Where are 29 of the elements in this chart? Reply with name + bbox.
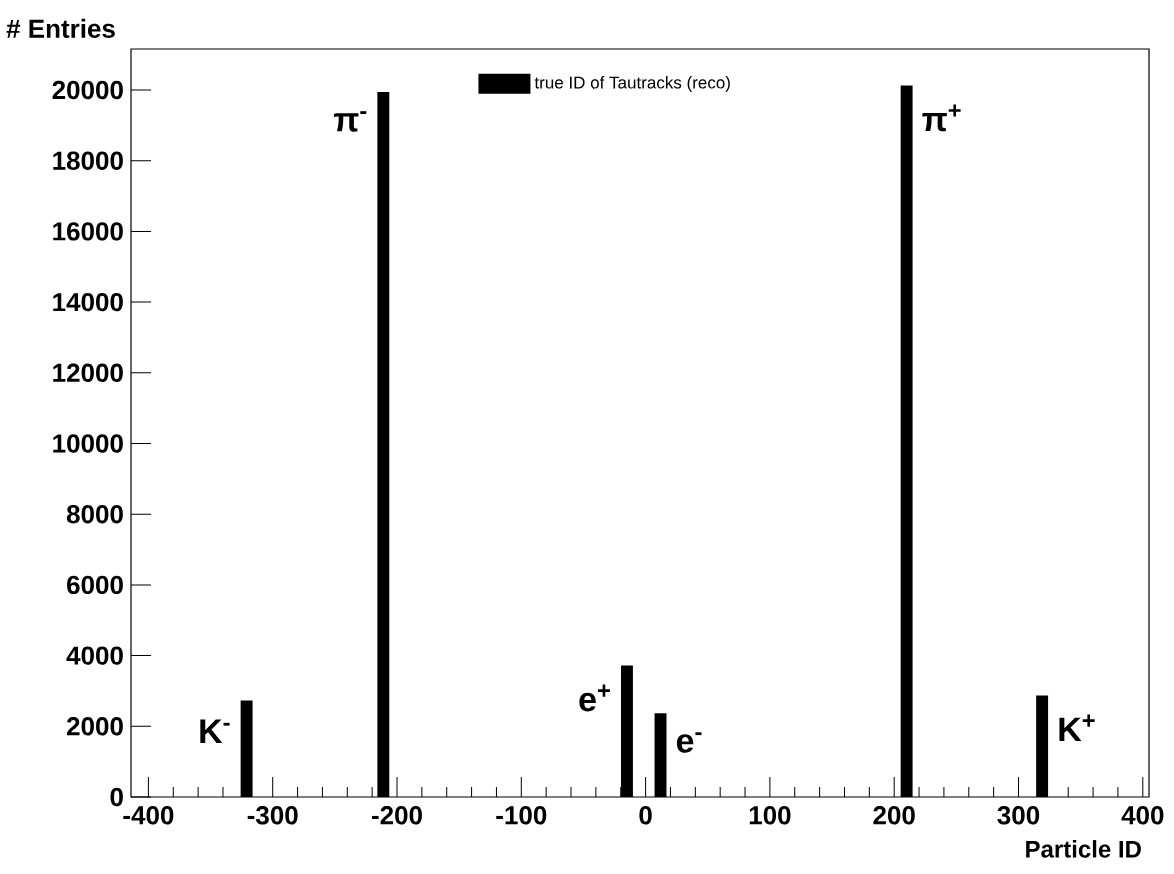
x-tick-label: 400 — [1121, 806, 1164, 825]
y-tick-label: 2000 — [67, 717, 123, 736]
y-tick-label: 14000 — [53, 292, 123, 312]
annotation: e$^{+}$ — [579, 684, 610, 712]
y-tick-label: 10000 — [53, 434, 123, 453]
x-tick-label: -200 — [371, 806, 422, 825]
x-tick-label: -400 — [123, 806, 174, 825]
y-tick-label: 8000 — [66, 504, 123, 524]
x-tick-label: 0 — [639, 806, 652, 825]
y-tick-label: 0 — [110, 787, 123, 807]
annotation: K$^{-}$ — [200, 719, 230, 743]
x-tick-label: -300 — [247, 806, 298, 825]
y-tick-label: 6000 — [67, 575, 123, 595]
y-tick-label: 4000 — [66, 646, 123, 665]
y-tick-label: 16000 — [53, 222, 123, 241]
annotation: e$^{-}$ — [676, 732, 702, 753]
x-tick-label: -100 — [496, 806, 547, 825]
y-tick-label: 12000 — [53, 363, 123, 382]
annotation: K$^{+}$ — [1059, 714, 1095, 742]
x-tick-label: 200 — [873, 806, 915, 825]
x-axis-title: Particle ID — [1026, 840, 1141, 858]
y-axis-title: # Entries — [6, 18, 115, 38]
y-tick-label: 18000 — [53, 151, 123, 170]
x-tick-label: 100 — [749, 806, 791, 825]
annotation: π$^{-}$ — [334, 111, 367, 132]
legend-label: true ID of Tautracks (reco) — [534, 76, 730, 92]
x-tick-label: 300 — [997, 806, 1040, 825]
annotation: π$^{+}$ — [922, 104, 961, 132]
y-tick-label: 20000 — [52, 80, 123, 100]
